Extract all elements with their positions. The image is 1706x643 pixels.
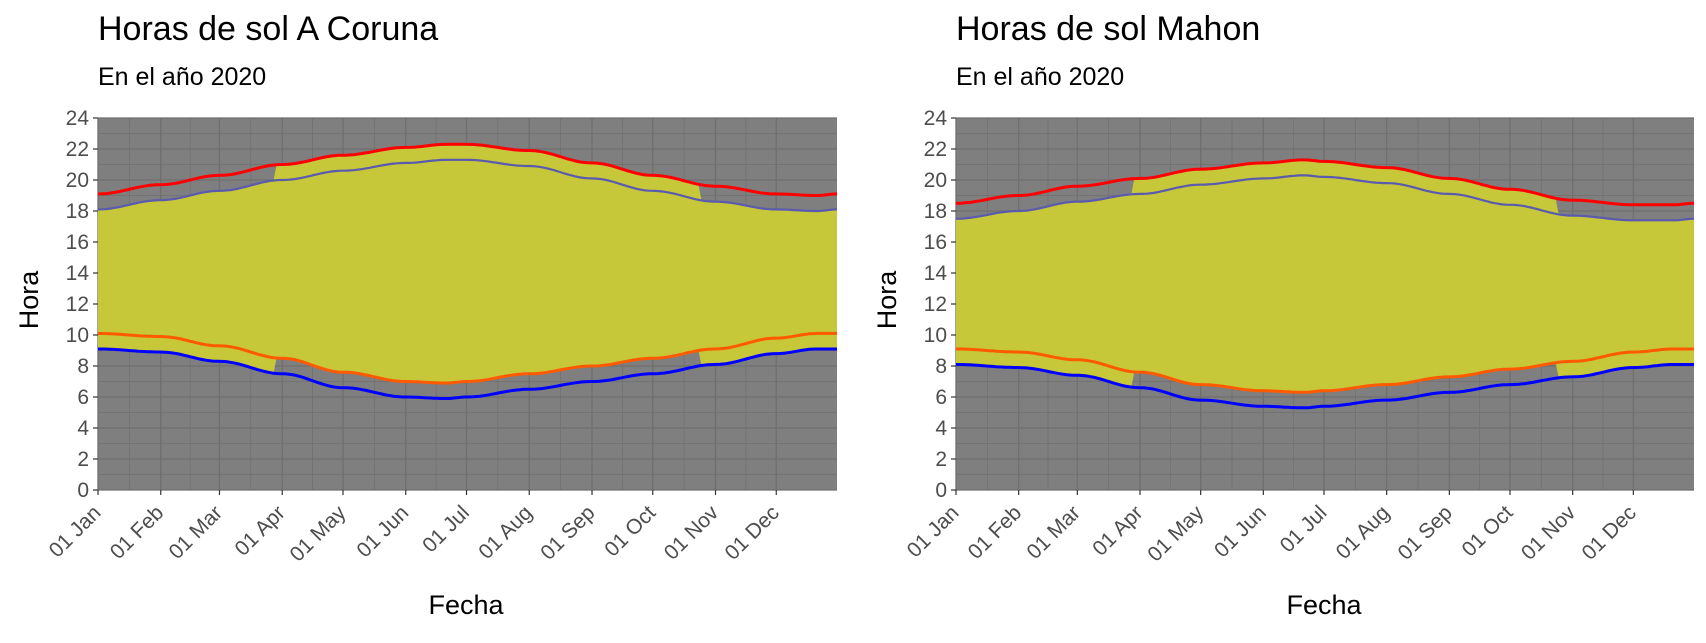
x-tick-label: 01 Jun	[1210, 501, 1271, 562]
series-line-1	[956, 363, 1694, 410]
y-tick-label: 20	[924, 169, 947, 192]
chart-panel-coruna: Horas de sol A Coruna En el año 2020 Hor…	[14, 10, 838, 620]
y-tick-label: 12	[66, 293, 89, 316]
y-tick-label: 20	[66, 169, 89, 192]
x-tick-label: 01 Nov	[1517, 501, 1581, 565]
series-line-4	[955, 158, 1694, 207]
y-tick-label: 24	[66, 107, 90, 130]
y-tick-label: 2	[77, 448, 89, 471]
y-tick-label: 10	[924, 324, 947, 347]
x-tick-label: 01 May	[1143, 501, 1208, 566]
y-tick-label: 6	[77, 386, 89, 409]
x-tick-label: 01 Jul	[1276, 501, 1332, 557]
x-tick-label: 01 Jun	[352, 501, 413, 562]
x-tick-label: 01 Apr	[1088, 501, 1147, 560]
x-tick-label: 01 Mar	[1022, 501, 1084, 563]
y-tick-label: 0	[935, 479, 947, 502]
series-line-2	[956, 347, 1694, 394]
x-tick-label: 01 Jan	[45, 501, 106, 562]
chart-subtitle: En el año 2020	[956, 63, 1124, 91]
x-tick-label: 01 Aug	[474, 501, 537, 564]
y-tick-label: 24	[924, 107, 948, 130]
daylight-area	[956, 159, 1694, 393]
x-tick-label: 01 Dec	[720, 501, 783, 564]
chart-title: Horas de sol Mahon	[956, 10, 1260, 48]
y-axis-title: Hora	[14, 270, 44, 330]
y-tick-label: 22	[924, 138, 947, 161]
series-line-2	[97, 331, 837, 385]
x-tick-label: 01 May	[286, 501, 351, 566]
y-tick-label: 12	[924, 293, 947, 316]
x-tick-label: 01 Jan	[903, 501, 964, 562]
y-tick-label: 16	[924, 231, 947, 254]
x-tick-label: 01 Sep	[536, 501, 599, 564]
y-tick-label: 8	[77, 355, 89, 378]
series-line-3	[98, 158, 838, 213]
y-tick-label: 4	[77, 417, 89, 440]
x-tick-label: 01 Oct	[600, 501, 660, 561]
series-line-1	[98, 347, 837, 400]
x-tick-label: 01 Dec	[1578, 501, 1641, 564]
x-tick-label: 01 Jul	[418, 501, 474, 557]
x-tick-label: 01 Feb	[964, 501, 1027, 564]
x-tick-label: 01 Oct	[1458, 501, 1518, 561]
x-tick-label: 01 Aug	[1332, 501, 1395, 564]
x-tick-label: 01 Nov	[660, 501, 724, 565]
x-tick-label: 01 Mar	[165, 501, 227, 563]
y-tick-label: 2	[935, 448, 947, 471]
chart-subtitle: En el año 2020	[98, 63, 266, 91]
y-tick-label: 14	[924, 262, 948, 285]
y-tick-label: 10	[66, 324, 89, 347]
x-axis-title: Fecha	[428, 590, 504, 620]
y-tick-label: 22	[66, 138, 89, 161]
y-tick-label: 0	[77, 479, 89, 502]
y-tick-label: 18	[924, 200, 947, 223]
y-tick-label: 6	[935, 386, 947, 409]
y-tick-label: 16	[66, 231, 89, 254]
daylight-area	[98, 144, 837, 383]
y-tick-label: 4	[935, 417, 947, 440]
y-tick-label: 8	[935, 355, 947, 378]
series-line-4	[98, 142, 838, 197]
chart-title: Horas de sol A Coruna	[98, 10, 438, 48]
chart-panel-mahon: Horas de sol Mahon En el año 2020 Hora F…	[872, 10, 1694, 620]
y-axis-title: Hora	[872, 270, 902, 330]
y-tick-label: 18	[66, 200, 89, 223]
series-line-3	[955, 174, 1694, 222]
y-tick-label: 14	[66, 262, 90, 285]
x-tick-label: 01 Apr	[231, 501, 290, 560]
x-tick-label: 01 Sep	[1394, 501, 1457, 564]
x-axis-title: Fecha	[1286, 590, 1362, 620]
x-tick-label: 01 Feb	[106, 501, 169, 564]
